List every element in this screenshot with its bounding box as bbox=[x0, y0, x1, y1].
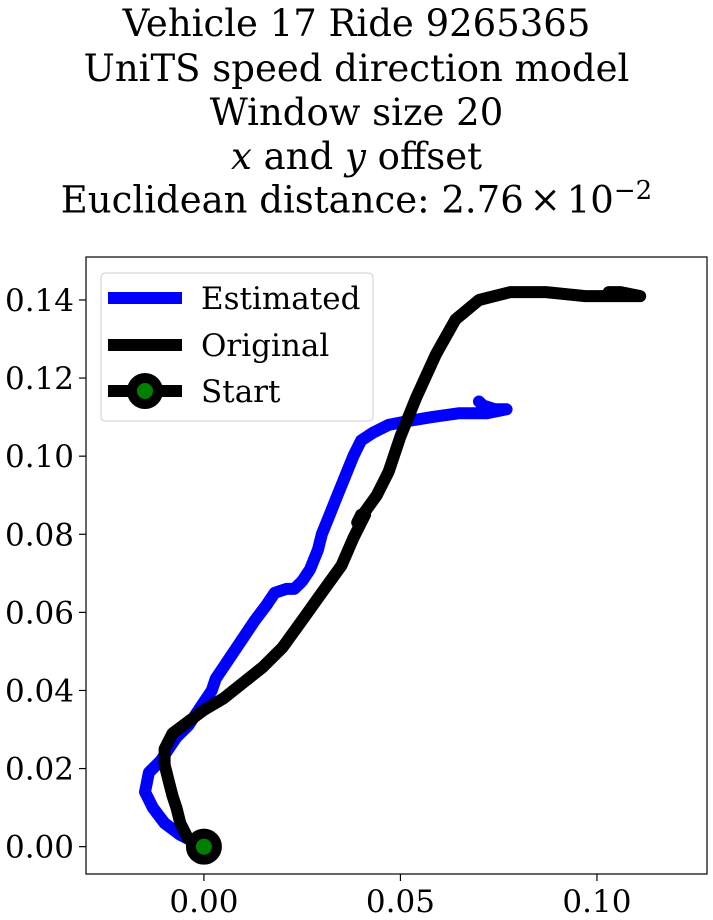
y-tick-label: 0.14 bbox=[5, 283, 74, 319]
title-x-symbol: x bbox=[231, 135, 252, 178]
plot-frame bbox=[85, 256, 708, 875]
y-axis: 0.00 0.02 0.04 0.06 0.08 0.10 0.12 0.14 bbox=[5, 283, 86, 866]
x-axis: 0.00 0.05 0.10 bbox=[169, 874, 631, 920]
series-layer bbox=[139, 286, 647, 865]
y-tick-label: 0.12 bbox=[5, 361, 74, 397]
y-tick-label: 0.10 bbox=[5, 439, 74, 475]
legend: Estimated Original Start bbox=[100, 272, 374, 422]
title-line-1: Vehicle 17 Ride 9265365 bbox=[122, 2, 591, 45]
title-line-4: x and y offset bbox=[0, 135, 713, 178]
title-line-3: Window size 20 bbox=[209, 91, 504, 134]
legend-start-marker-icon bbox=[127, 373, 163, 409]
title-line-2: UniTS speed direction model bbox=[83, 47, 630, 90]
legend-estimated-label: Estimated bbox=[201, 281, 360, 317]
y-tick-label: 0.02 bbox=[5, 752, 74, 788]
title-times: × bbox=[529, 178, 561, 222]
y-tick-label: 0.00 bbox=[5, 830, 74, 866]
legend-start-label: Start bbox=[201, 374, 281, 410]
title-and: and bbox=[251, 135, 345, 178]
title-distance-prefix: Euclidean distance: 2.76 bbox=[60, 178, 524, 222]
start-marker bbox=[185, 828, 222, 865]
x-tick-label: 0.00 bbox=[169, 884, 238, 920]
legend-box bbox=[100, 272, 374, 422]
legend-original-label: Original bbox=[201, 328, 329, 364]
title-line-5: Euclidean distance: 2.76 × 10−2 bbox=[0, 176, 713, 221]
x-tick-label: 0.05 bbox=[366, 884, 435, 920]
title-exponent: −2 bbox=[613, 176, 653, 206]
y-tick-label: 0.08 bbox=[5, 517, 74, 553]
title-offset-word: offset bbox=[365, 135, 482, 178]
title-base: 10 bbox=[566, 178, 614, 222]
y-tick-label: 0.06 bbox=[5, 595, 74, 631]
title-y-symbol: y bbox=[345, 135, 366, 178]
series-line-estimated bbox=[139, 395, 513, 853]
x-tick-label: 0.10 bbox=[562, 884, 631, 920]
y-tick-label: 0.04 bbox=[5, 673, 74, 709]
series-line-original bbox=[158, 286, 647, 853]
